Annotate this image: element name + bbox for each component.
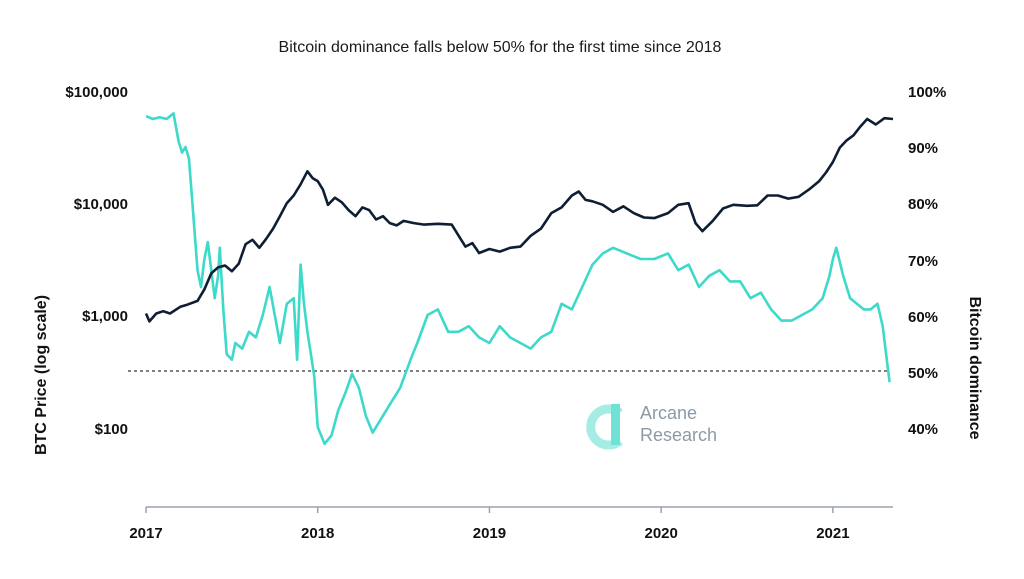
right-axis-ticks: 100% 90% 80% 70% 60% 50% 40% [908,84,946,438]
left-tick-label: $100,000 [65,84,128,101]
series-line-bitcoin-dominance [145,112,891,446]
arcane-research-logo: Arcane Research [586,403,717,450]
series-line-btc-price [144,116,894,323]
x-tick-label: 2017 [129,525,162,542]
right-tick-label: 50% [908,365,938,382]
x-tick-label: 2018 [301,525,334,542]
right-tick-label: 60% [908,309,938,326]
right-tick-label: 90% [908,140,938,157]
brand-name-line2: Research [640,425,717,445]
left-tick-label: $10,000 [74,196,128,213]
arcane-logo-icon [586,404,623,450]
brand-name-line1: Arcane [640,403,697,423]
chart-title: Bitcoin dominance falls below 50% for th… [279,39,722,56]
right-tick-label: 100% [908,84,946,101]
left-tick-label: $1,000 [82,308,128,325]
left-axis-title: BTC Price (log scale) [33,295,50,455]
left-axis-ticks: $100,000 $10,000 $1,000 $100 [65,84,128,438]
right-tick-label: 70% [908,253,938,270]
right-tick-label: 40% [908,421,938,438]
x-tick-label: 2021 [816,525,849,542]
left-tick-label: $100 [95,421,128,438]
right-axis-title: Bitcoin dominance [966,296,983,439]
x-axis-ticks: 2017 2018 2019 2020 2021 [129,507,850,542]
x-tick-label: 2019 [473,525,506,542]
x-tick-label: 2020 [644,525,677,542]
right-tick-label: 80% [908,196,938,213]
